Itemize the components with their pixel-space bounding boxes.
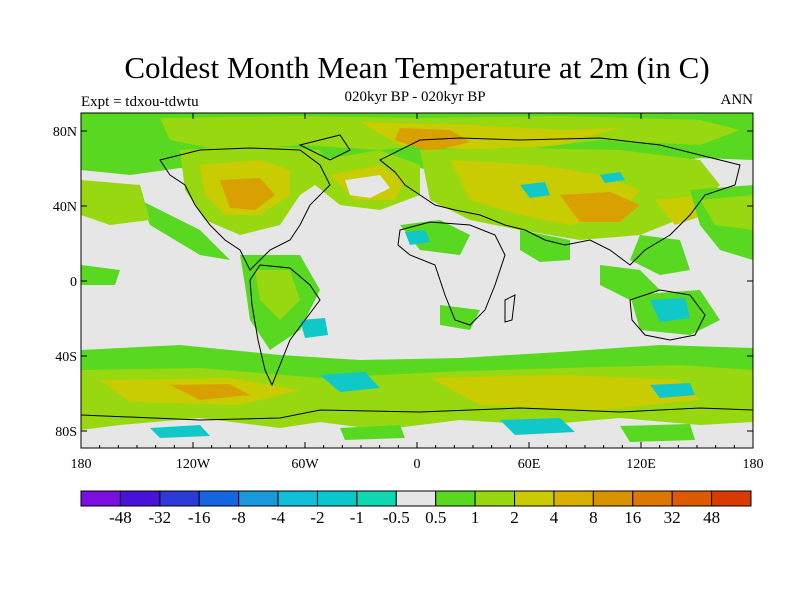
colorbar-swatch [592, 490, 634, 507]
colorbar-label: 2 [510, 508, 519, 527]
colorbar-label: -0.5 [383, 508, 410, 527]
lat-tick-label: 80N [53, 125, 77, 140]
map-subtitle: 020kyr BP - 020kyr BP [344, 89, 486, 105]
colorbar-label: -48 [109, 508, 132, 527]
colorbar-label: -2 [310, 508, 324, 527]
axis-ticks [80, 113, 754, 448]
colorbar-swatch [435, 490, 476, 507]
eurasia-anomaly [420, 148, 720, 275]
antarctic-anomaly [81, 418, 753, 448]
colorbar-label: 8 [589, 508, 598, 527]
map-title: Coldest Month Mean Temperature at 2m (in… [124, 50, 710, 85]
lon-tick-label: 60W [291, 457, 319, 472]
colorbar-swatch [474, 490, 516, 507]
colorbar-swatch [356, 490, 397, 507]
colorbar-label: -8 [232, 508, 246, 527]
colorbar-swatch [671, 490, 713, 507]
colorbar-label: -4 [271, 508, 286, 527]
colorbar-swatch [238, 490, 279, 507]
colorbar-label: 16 [624, 508, 641, 527]
colorbar-swatch [395, 490, 437, 507]
colorbar-label: -1 [350, 508, 364, 527]
colorbar-label: 32 [664, 508, 681, 527]
colorbar-swatch [159, 490, 200, 507]
lon-tick-label: 180 [743, 457, 764, 472]
lat-tick-label: 40S [55, 350, 77, 365]
north-pacific-anomaly [81, 180, 753, 260]
temperature-field [81, 113, 753, 448]
colorbar-swatch [316, 490, 358, 507]
colorbar-label: 4 [550, 508, 559, 527]
period-label: ANN [720, 92, 754, 108]
experiment-label: Expt = tdxou-tdwtu [81, 94, 199, 110]
colorbar-swatch [277, 490, 318, 507]
lon-tick-label: 120E [626, 457, 656, 472]
colorbar-label: 1 [471, 508, 480, 527]
colorbar-label: -32 [148, 508, 171, 527]
lon-tick-label: 120W [176, 457, 211, 472]
colorbar-label: 48 [703, 508, 720, 527]
colorbar-swatch [632, 490, 673, 507]
lon-tick-label: 0 [414, 457, 421, 472]
lon-tick-label: 60E [518, 457, 541, 472]
lon-tick-label: 180 [71, 457, 92, 472]
colorbar-swatch [711, 490, 752, 507]
north-america-anomaly [140, 145, 330, 260]
north-atlantic-anomaly [315, 150, 420, 210]
colorbar-label: 0.5 [425, 508, 446, 527]
colorbar-swatch [553, 490, 594, 507]
lat-tick-label: 0 [70, 275, 77, 290]
colorbar-swatch [198, 490, 240, 507]
colorbar: -48 -32 -16 -8 -4 -2 -1 -0.5 0.5 1 2 4 8 16 32 48 [80, 490, 752, 527]
axis-labels: 80N 40N 0 40S 80S 180 120W 60W 0 60E 120E 180 [53, 125, 764, 472]
coastlines [81, 134, 753, 421]
colorbar-label: -16 [188, 508, 211, 527]
colorbar-swatch [119, 490, 161, 507]
lat-tick-label: 80S [55, 425, 77, 440]
colorbar-swatch [514, 490, 555, 507]
colorbar-swatch [80, 490, 121, 507]
lat-tick-label: 40N [53, 200, 77, 215]
